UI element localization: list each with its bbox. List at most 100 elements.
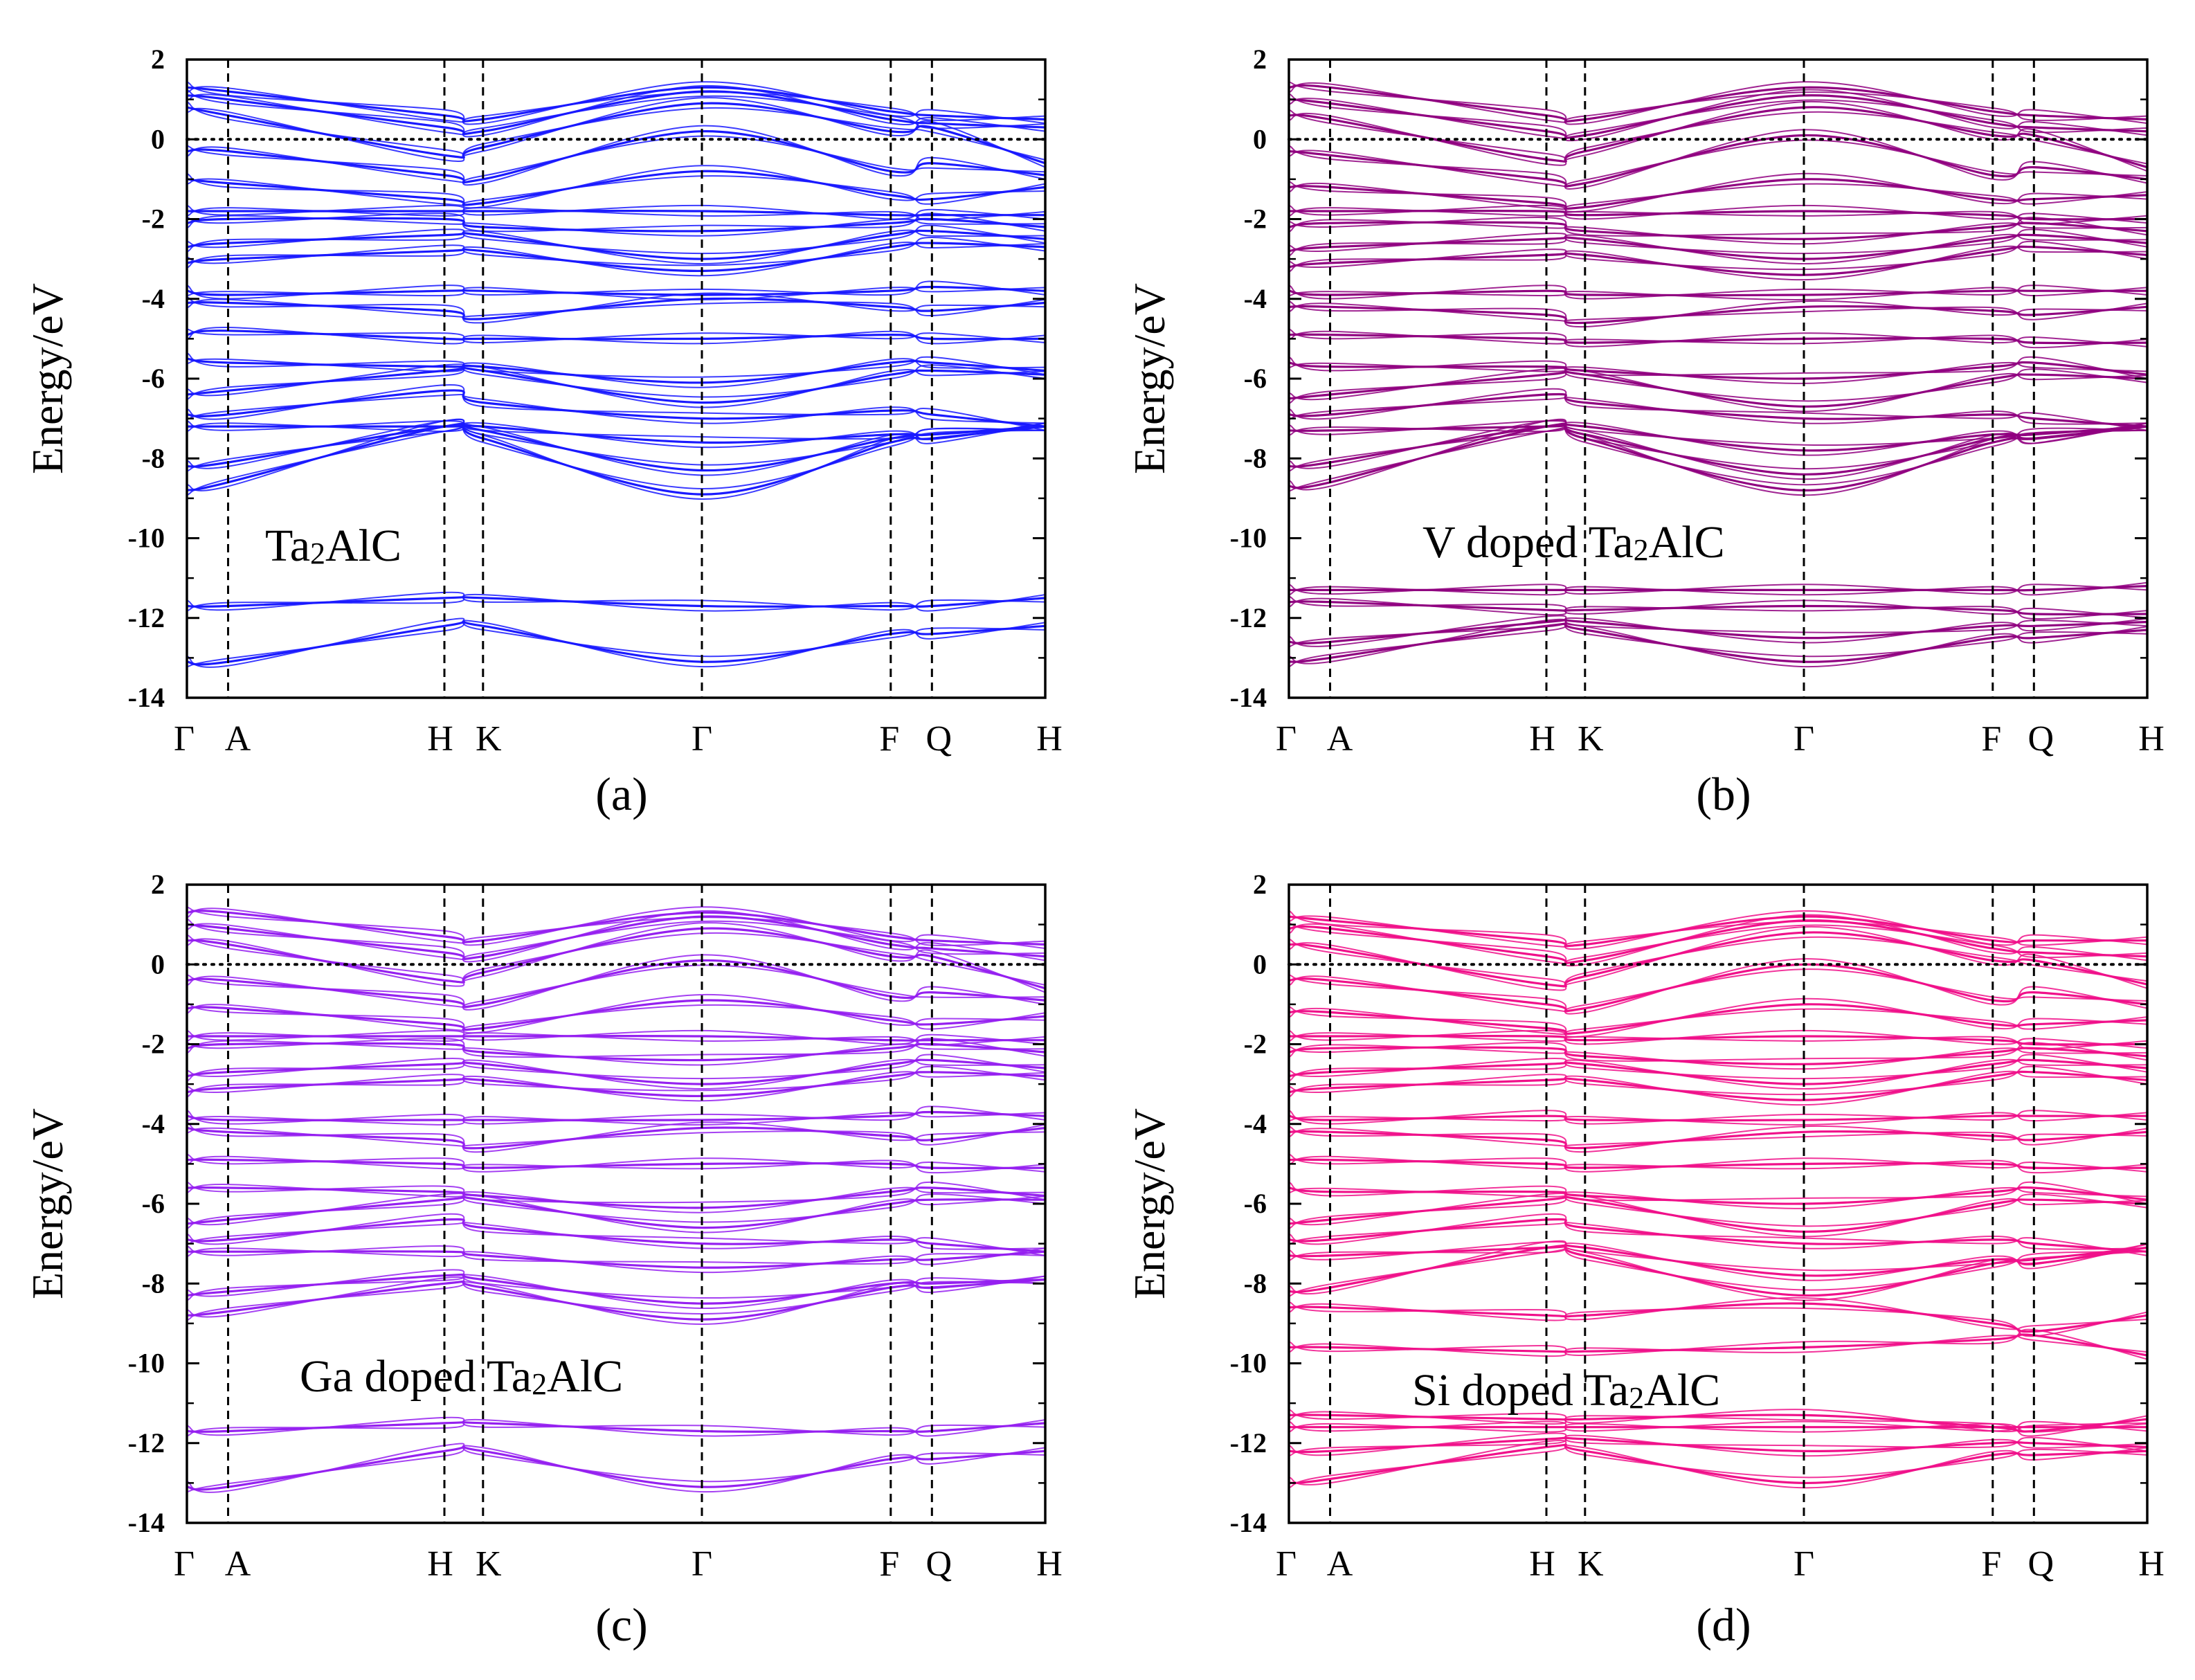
y-tick-label: 0 (1253, 948, 1267, 979)
band-line (1289, 419, 2147, 470)
band-line (187, 419, 1045, 469)
band-line (1289, 925, 2147, 989)
band-line (1289, 82, 2147, 123)
band-line (187, 384, 1045, 431)
band-line (187, 365, 1045, 408)
band-line (187, 236, 1045, 267)
band-line (1289, 1058, 2147, 1090)
k-point-label: H (2138, 1544, 2165, 1584)
band-line (187, 1420, 1045, 1433)
band-line (187, 422, 1045, 496)
band-line (187, 135, 1045, 183)
y-tick-label: 0 (151, 123, 165, 154)
k-point-label: K (476, 719, 502, 759)
band-line (187, 1071, 1045, 1102)
band-line (1289, 968, 2147, 1013)
bands-group (1289, 81, 2147, 668)
band-line (187, 1275, 1045, 1326)
band-line (1289, 422, 2147, 456)
band-line (1289, 600, 2147, 615)
k-point-label: H (1036, 719, 1063, 759)
band-line (1289, 595, 2147, 619)
y-tick-label: -8 (1244, 442, 1267, 473)
band-line (187, 910, 1045, 946)
y-tick-label: -8 (142, 1267, 165, 1299)
band-line (187, 358, 1045, 388)
y-tick-label: -10 (128, 1348, 165, 1379)
band-line (1289, 936, 2147, 991)
y-tick-label: -2 (1244, 204, 1267, 235)
k-point-label: Γ (174, 719, 195, 759)
band-line (187, 1038, 1045, 1058)
band-line (1289, 217, 2147, 237)
y-tick-label: -14 (1230, 1507, 1267, 1538)
band-line (1289, 1241, 2147, 1272)
band-line (187, 932, 1045, 987)
band-line (1289, 1125, 2147, 1153)
band-line (187, 927, 1045, 990)
band-line (1289, 1128, 2147, 1147)
band-line (187, 242, 1045, 273)
band-line (1289, 1070, 2147, 1106)
band-line (1289, 89, 2147, 142)
band-line (187, 620, 1045, 666)
band-line (1289, 1007, 2147, 1036)
band-line (1289, 1297, 2147, 1330)
k-point-label: Q (926, 1544, 952, 1584)
band-line (187, 86, 1045, 123)
band-line (1289, 1432, 2147, 1456)
y-tick-label: -12 (128, 602, 165, 633)
band-line (1289, 1186, 2147, 1209)
band-line (187, 422, 1045, 500)
k-point-label: Γ (1794, 719, 1814, 759)
band-line (1289, 287, 2147, 300)
band-line (1289, 134, 2147, 188)
band-line (187, 915, 1045, 961)
y-tick-label: -6 (1244, 363, 1267, 394)
band-line (1289, 328, 2147, 347)
band-line (1289, 1335, 2147, 1357)
band-line (1289, 915, 2147, 948)
band-line (187, 1040, 1045, 1066)
band-line (1289, 284, 2147, 300)
k-point-label: A (225, 719, 251, 759)
band-line (187, 224, 1045, 255)
panel-label: (a) (595, 768, 647, 820)
band-line (187, 81, 1045, 125)
y-axis-label: Energy/eV (1125, 1108, 1174, 1299)
band-line (1289, 1110, 2147, 1125)
compound-annotation: Ta2AlC (265, 521, 401, 571)
band-line (187, 165, 1045, 209)
band-line (187, 1155, 1045, 1174)
y-tick-label: 2 (151, 44, 165, 75)
band-line (187, 1245, 1045, 1265)
k-point-label: Γ (692, 1544, 712, 1584)
band-line (1289, 1112, 2147, 1126)
band-line (187, 617, 1045, 668)
band-line (1289, 1114, 2147, 1122)
band-line (1289, 1240, 2147, 1295)
band-line (1289, 1444, 2147, 1489)
band-line (187, 1158, 1045, 1170)
band-line (1289, 584, 2147, 595)
band-line (1289, 302, 2147, 322)
band-line (187, 1126, 1045, 1150)
band-line (187, 1247, 1045, 1274)
band-line (187, 1194, 1045, 1234)
y-tick-label: -6 (1244, 1188, 1267, 1219)
y-tick-label: -4 (1244, 283, 1267, 314)
band-line (187, 1213, 1045, 1256)
band-line (1289, 369, 2147, 413)
band-line (187, 954, 1045, 1011)
band-line (187, 959, 1045, 1009)
band-line (187, 1004, 1045, 1031)
band-line (187, 1181, 1045, 1204)
y-tick-label: -2 (1244, 1029, 1267, 1060)
band-line (187, 1184, 1045, 1213)
band-line (1289, 1413, 2147, 1433)
k-point-label: A (1327, 1544, 1353, 1584)
band-line (1289, 615, 2147, 647)
y-axis-label: Energy/eV (23, 1108, 72, 1299)
band-line (1289, 597, 2147, 620)
